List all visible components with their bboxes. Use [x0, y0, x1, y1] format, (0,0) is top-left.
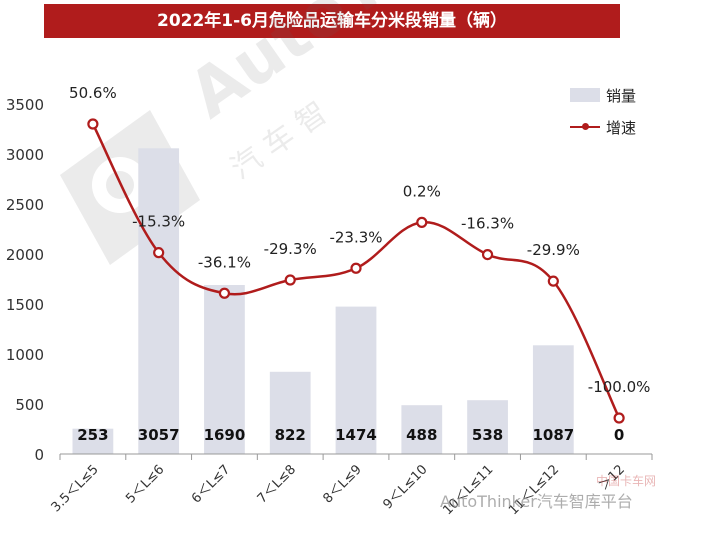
bar [467, 400, 508, 454]
growth-value-label: -15.3% [132, 213, 185, 231]
y-tick-label: 1500 [6, 296, 44, 314]
bar-value-label: 822 [275, 426, 306, 444]
growth-point [218, 287, 231, 299]
y-tick-label: 1000 [6, 346, 44, 364]
x-tick-label: 5＜L≤6 [123, 462, 167, 506]
legend-bar-swatch [570, 88, 600, 102]
bar-value-label: 538 [472, 426, 503, 444]
x-tick-label: 7＜L≤8 [255, 462, 299, 506]
bar-series: 253 3057 1690 822 1474 488 538 1087 0 [72, 148, 624, 455]
x-tick-label: 6＜L≤7 [189, 462, 233, 506]
legend-item-growth: 增速 [570, 116, 636, 138]
legend-label-growth: 增速 [606, 118, 637, 137]
bar [335, 306, 377, 454]
bar-value-label: 253 [77, 426, 108, 444]
growth-point [350, 262, 362, 274]
bar [401, 405, 443, 454]
growth-point [613, 412, 625, 424]
growth-value-label: -100.0% [588, 378, 651, 396]
y-tick-label: 3000 [6, 146, 44, 164]
x-tick-label: 8＜L≤9 [321, 462, 365, 506]
y-axis: 0 500 1000 1500 2000 2500 3000 3500 [6, 96, 44, 464]
growth-value-label: -16.3% [461, 215, 514, 233]
bar [138, 148, 180, 455]
legend-label-sales: 销量 [606, 86, 637, 105]
x-tick-label: 3.5＜L≤5 [49, 462, 102, 515]
growth-value-label: -36.1% [198, 253, 251, 271]
bar-value-label: 488 [406, 426, 437, 444]
growth-value-label: 50.6% [69, 84, 117, 102]
logo-wordmark: AutoThinker [175, 0, 593, 133]
y-tick-label: 3500 [6, 96, 44, 114]
growth-point [547, 275, 559, 287]
y-tick-label: 2500 [6, 196, 44, 214]
line-series: 50.6%-15.3%-36.1%-29.3%-23.3%0.2%-16.3%-… [69, 84, 651, 424]
brand-watermark-text: AutoThinker汽车智库平台 [440, 492, 633, 511]
legend-line-swatch [570, 120, 600, 134]
growth-point [87, 118, 99, 130]
growth-value-label: -23.3% [329, 228, 382, 246]
growth-value-label: -29.3% [264, 240, 317, 258]
bar [72, 428, 114, 454]
chart-title: 2022年1-6月危险品运输车分米段销量（辆） [44, 4, 620, 38]
y-tick-label: 2000 [6, 246, 44, 264]
bar [269, 371, 311, 454]
corner-watermark: 中国卡车网 [596, 474, 657, 488]
growth-value-label: 0.2% [403, 182, 441, 200]
y-tick-label: 500 [15, 396, 44, 414]
x-tick-label: 9＜L≤10 [380, 462, 430, 512]
bar-value-label: 3057 [138, 426, 180, 444]
legend: 销量 增速 [570, 84, 680, 144]
growth-point [416, 216, 428, 228]
bar-value-label: 1474 [335, 426, 377, 444]
bar-value-label: 1690 [204, 426, 246, 444]
y-tick-label: 0 [34, 446, 44, 464]
growth-point [481, 249, 494, 261]
bar [532, 345, 574, 454]
growth-point [153, 247, 165, 259]
growth-point [284, 274, 296, 286]
growth-value-label: -29.9% [527, 241, 580, 259]
legend-item-sales: 销量 [570, 84, 636, 106]
bar-value-label: 0 [614, 426, 624, 444]
bar-value-label: 1087 [532, 426, 574, 444]
bar [204, 285, 245, 454]
